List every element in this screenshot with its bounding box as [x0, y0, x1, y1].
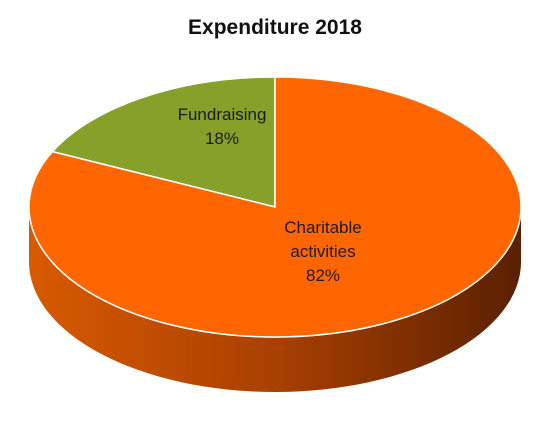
- pie-slice-charitable-activities: [28, 76, 522, 338]
- pie-slice-fundraising: [51, 76, 276, 208]
- slice-label: Fundraising 18%: [178, 103, 267, 151]
- slice-percent: 82%: [305, 266, 341, 285]
- slice-name: Charitable activities: [284, 218, 362, 261]
- slice-percent: 18%: [204, 129, 240, 148]
- pie-side-wall: [29, 207, 521, 392]
- chart-title: Expenditure 2018: [188, 16, 362, 39]
- slice-label: Charitable activities 82%: [284, 216, 362, 288]
- slice-name: Fundraising: [177, 105, 267, 124]
- pie-top-group: [28, 76, 522, 338]
